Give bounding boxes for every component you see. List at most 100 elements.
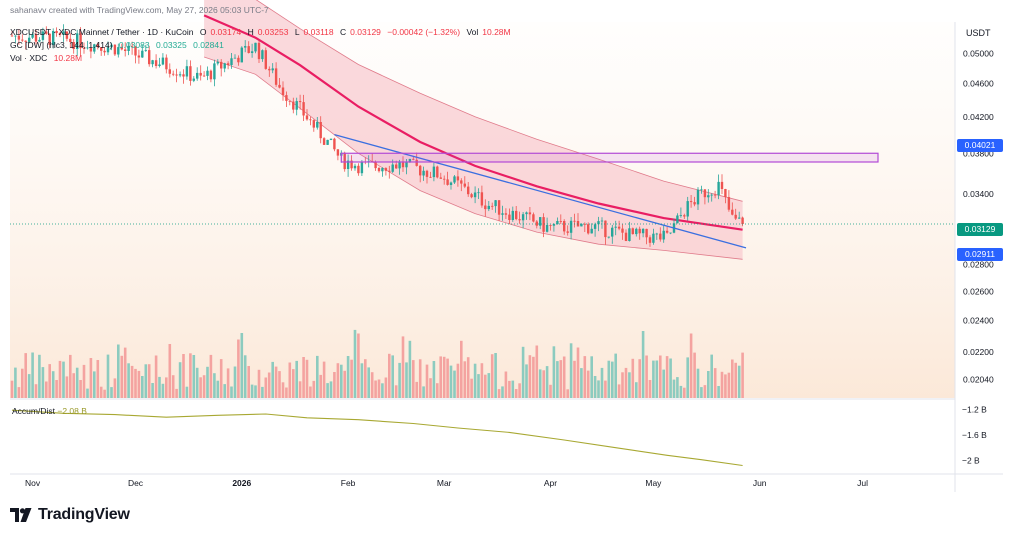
tradingview-logo[interactable]: TradingView — [10, 506, 130, 524]
drawings[interactable] — [10, 133, 955, 249]
candle-body — [665, 230, 669, 233]
ohlc-low: 0.03118 — [303, 27, 334, 37]
candle-body — [216, 61, 219, 64]
volume-bar — [449, 365, 453, 398]
candle-body — [563, 221, 566, 232]
volume-bar — [628, 372, 631, 398]
candle-body — [569, 220, 573, 233]
volume-bar — [319, 374, 322, 398]
candle-body — [292, 101, 295, 110]
candle-body — [17, 35, 21, 40]
price-axis[interactable]: 0.05000 0.04600 0.04200 0.03800 0.03400 0.028… — [954, 22, 994, 492]
candle-body — [463, 183, 466, 187]
candle-body — [268, 68, 271, 71]
volume-bar — [631, 358, 635, 398]
candle-body — [175, 74, 178, 76]
candle-body — [391, 164, 394, 172]
gc-legend[interactable]: GC [DW] (hlc3, 144, 1.414) 0.03083 0.033… — [10, 40, 228, 51]
volume-bar — [82, 364, 86, 398]
volume-bar — [281, 382, 285, 398]
ad-legend[interactable]: Accum/Dist −2.08 B — [12, 406, 87, 416]
candle-body — [419, 165, 422, 176]
candle-body — [381, 168, 384, 172]
volume-bar — [508, 380, 511, 398]
volume-bar — [62, 361, 65, 398]
time-axis[interactable]: Nov Dec 2026 Feb Mar Apr May Jun Jul — [10, 473, 1003, 488]
candle-body — [631, 228, 634, 235]
time-tick-label: Dec — [128, 478, 144, 488]
volume-bar — [89, 358, 93, 398]
candle-body — [333, 138, 336, 150]
candle-body — [408, 158, 412, 163]
volume-bar — [195, 367, 199, 398]
time-tick-label: Apr — [544, 478, 557, 488]
volume-bar — [237, 339, 240, 398]
volume-bar — [635, 382, 638, 398]
volume-bar — [676, 377, 679, 398]
candle-body — [497, 200, 501, 215]
candle-body — [158, 64, 161, 66]
candle-body — [257, 42, 261, 60]
volume-bar — [233, 366, 237, 398]
vol-legend[interactable]: Vol · XDC 10.28M — [10, 53, 86, 64]
volume-bar — [123, 347, 127, 398]
candle-body — [525, 212, 528, 215]
volume-bar — [648, 380, 652, 398]
price-tick-label: 0.03800 — [963, 148, 994, 158]
volume-bar — [79, 380, 82, 398]
candle-body — [659, 233, 662, 240]
volume-bar — [689, 333, 693, 398]
candle-body — [28, 37, 31, 42]
candle-body — [480, 192, 484, 206]
volume-bar — [439, 356, 442, 398]
candle-body — [336, 149, 340, 156]
volume-bar — [31, 352, 34, 398]
candlesticks — [10, 24, 744, 247]
candle-body — [549, 225, 552, 226]
candle-body — [662, 230, 665, 240]
candle-body — [645, 228, 648, 238]
volume-bar — [261, 386, 264, 398]
candle-body — [137, 55, 141, 58]
currency-label[interactable]: USDT — [966, 28, 991, 38]
volume-bar — [528, 355, 532, 398]
gc-value-mid: 0.03083 — [118, 40, 150, 50]
volume-bar — [147, 364, 151, 398]
volume-bar — [463, 361, 467, 398]
candle-body — [467, 186, 470, 195]
volume-bar — [302, 357, 305, 398]
volume-bar — [700, 387, 703, 398]
volume-bar — [593, 376, 597, 398]
volume-bar — [707, 371, 710, 398]
candle-body — [322, 138, 326, 145]
candle-body — [429, 176, 432, 178]
symbol-legend[interactable]: XDCUSDT · XDC Mainnet / Tether · 1D · Ku… — [10, 27, 515, 38]
candle-body — [45, 31, 48, 34]
candle-body — [600, 220, 604, 222]
volume-bar — [209, 354, 213, 398]
candle-body — [168, 69, 171, 74]
volume-bar — [408, 340, 412, 398]
candle-body — [456, 176, 460, 181]
volume-bar — [134, 368, 137, 398]
volume-bar — [466, 357, 470, 398]
volume-bar — [693, 352, 696, 398]
candle-body — [165, 57, 168, 70]
candle-body — [76, 33, 79, 49]
volume-bar — [343, 370, 346, 398]
price-tick-label: 0.05000 — [963, 48, 994, 58]
volume-bar — [391, 355, 394, 398]
time-tick-label: Jun — [753, 478, 767, 488]
candle-body — [449, 182, 453, 185]
volume-bar — [741, 352, 744, 398]
volume-bar — [538, 369, 542, 398]
candle-body — [405, 162, 408, 168]
volume-bar — [470, 378, 473, 398]
volume-bar — [456, 363, 460, 398]
volume-bar — [250, 384, 254, 398]
candle-body — [422, 170, 425, 176]
candle-body — [10, 35, 14, 37]
candle-body — [611, 227, 614, 237]
candle-body — [62, 31, 65, 35]
